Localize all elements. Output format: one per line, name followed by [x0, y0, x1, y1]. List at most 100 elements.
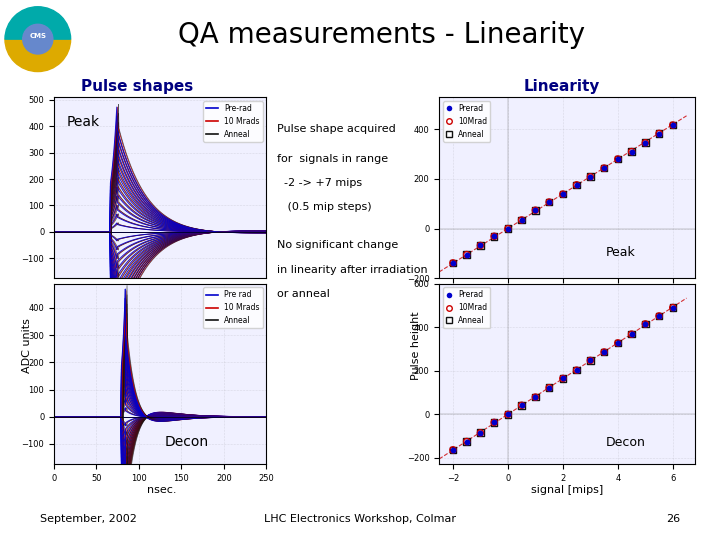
Point: [544, 198, 555, 206]
Point: [667, 121, 678, 130]
Point: [585, 356, 596, 365]
Point: [612, 339, 624, 347]
Point: [557, 190, 569, 198]
Point: [557, 374, 569, 383]
Point: [585, 356, 596, 365]
Point: [667, 303, 678, 312]
Point: [502, 225, 513, 233]
Point: [544, 198, 555, 206]
Text: No significant change: No significant change: [277, 240, 398, 251]
Point: [516, 401, 528, 410]
Legend: Prerad, 10Mrad, Anneal: Prerad, 10Mrad, Anneal: [443, 101, 490, 142]
Point: [598, 164, 610, 172]
Legend: Pre rad, 10 Mrads, Anneal: Pre rad, 10 Mrads, Anneal: [203, 287, 263, 328]
Point: [571, 366, 582, 374]
Text: Peak: Peak: [606, 246, 635, 259]
Point: [557, 374, 569, 383]
Point: [544, 383, 555, 392]
Point: [474, 428, 486, 437]
Point: [639, 320, 651, 328]
Point: [461, 437, 472, 445]
Point: [544, 383, 555, 392]
Point: [474, 241, 486, 250]
Point: [585, 356, 596, 364]
Point: [571, 180, 582, 189]
Point: [557, 190, 569, 198]
Legend: Pre-rad, 10 Mrads, Anneal: Pre-rad, 10 Mrads, Anneal: [203, 101, 263, 142]
Point: [516, 215, 528, 224]
Point: [461, 251, 472, 259]
Point: [474, 429, 486, 437]
Text: Pulse height: Pulse height: [411, 311, 421, 380]
Point: [502, 410, 513, 418]
Point: [544, 383, 555, 392]
Point: [626, 330, 637, 339]
Point: [612, 155, 624, 164]
Point: [612, 339, 624, 347]
Point: [612, 154, 624, 163]
Point: [598, 164, 610, 172]
Point: [653, 129, 665, 138]
Point: [474, 241, 486, 249]
Text: (0.5 mip steps): (0.5 mip steps): [277, 202, 372, 213]
Point: [530, 393, 541, 401]
Circle shape: [23, 24, 53, 54]
Point: [612, 339, 624, 347]
Point: [447, 446, 459, 454]
Point: [639, 319, 651, 328]
Text: Peak: Peak: [67, 115, 100, 129]
Wedge shape: [5, 6, 71, 39]
Text: 26: 26: [666, 515, 680, 524]
Text: signal [mips]: signal [mips]: [531, 485, 603, 495]
Point: [571, 366, 582, 375]
Point: [626, 330, 637, 339]
Point: [571, 180, 582, 189]
Point: [653, 312, 665, 320]
Point: [502, 410, 513, 418]
Point: [639, 320, 651, 328]
Point: [598, 348, 610, 356]
Text: LHC Electronics Workshop, Colmar: LHC Electronics Workshop, Colmar: [264, 515, 456, 524]
Point: [598, 348, 610, 356]
Point: [585, 172, 596, 181]
Point: [598, 164, 610, 172]
Point: [488, 418, 500, 427]
Point: [653, 312, 665, 320]
Point: [585, 172, 596, 181]
Point: [667, 121, 678, 130]
Text: -2 -> +7 mips: -2 -> +7 mips: [277, 178, 362, 188]
Point: [530, 393, 541, 402]
Point: [488, 418, 500, 427]
Text: in linearity after irradiation: in linearity after irradiation: [277, 265, 428, 275]
Wedge shape: [5, 39, 71, 71]
Point: [516, 401, 528, 410]
Point: [653, 312, 665, 320]
Text: Pulse shapes: Pulse shapes: [81, 79, 193, 94]
Text: Decon: Decon: [606, 436, 645, 449]
Point: [447, 259, 459, 267]
Text: ADC units: ADC units: [22, 318, 32, 373]
Point: [626, 330, 637, 339]
Point: [530, 206, 541, 215]
Point: [530, 206, 541, 214]
Point: [447, 259, 459, 267]
Point: [516, 401, 528, 410]
Text: Decon: Decon: [164, 435, 209, 449]
Point: [639, 138, 651, 147]
Point: [639, 139, 651, 147]
Point: [653, 129, 665, 138]
Point: [557, 190, 569, 199]
Text: Linearity: Linearity: [523, 79, 600, 94]
Text: nsec.: nsec.: [148, 485, 176, 495]
Point: [461, 437, 472, 446]
Point: [502, 224, 513, 233]
Legend: Prerad, 10Mrad, Anneal: Prerad, 10Mrad, Anneal: [443, 287, 490, 328]
Point: [516, 215, 528, 224]
Point: [612, 154, 624, 163]
Text: for  signals in range: for signals in range: [277, 154, 388, 164]
Point: [461, 437, 472, 446]
Point: [516, 215, 528, 224]
Point: [626, 147, 637, 156]
Point: [474, 429, 486, 437]
Point: [447, 446, 459, 454]
